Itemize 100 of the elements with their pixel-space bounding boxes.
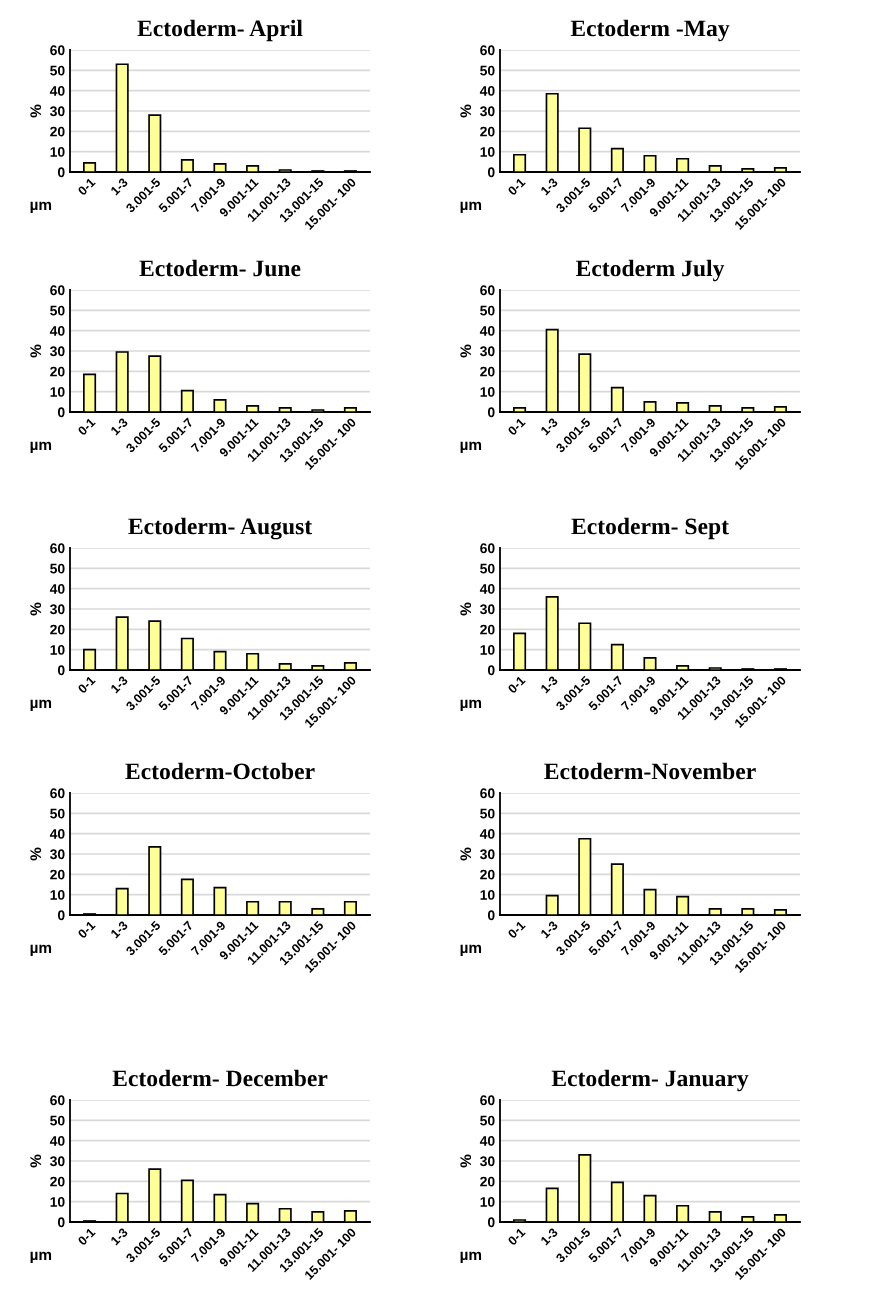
y-tick-label: 60	[480, 45, 495, 56]
x-tick-label: 1-3	[110, 1227, 129, 1246]
y-tick-label: 30	[480, 346, 495, 357]
y-axis-title: %	[30, 104, 42, 118]
y-tick-label: 30	[480, 604, 495, 615]
y-tick-label: 10	[480, 387, 495, 397]
y-tick-label: 40	[479, 1136, 495, 1146]
y-axis-title: %	[30, 1154, 42, 1168]
x-axis-title: µm	[460, 201, 482, 214]
chart-title: Ectoderm-November	[544, 762, 756, 780]
y-tick-label: 0	[57, 407, 65, 418]
y-tick-label: 10	[50, 387, 65, 397]
x-tick-label: 1-3	[110, 920, 129, 939]
y-tick-label: 60	[50, 45, 65, 56]
y-tick-label: 50	[480, 305, 495, 316]
x-axis-title: µm	[30, 944, 52, 957]
y-tick-label: 10	[50, 645, 65, 655]
y-tick-label: 20	[480, 869, 495, 880]
x-tick-label: 1-3	[540, 675, 559, 694]
y-axis-title: %	[30, 602, 42, 616]
y-tick-label: 40	[49, 829, 65, 839]
y-tick-label: 50	[50, 1115, 65, 1126]
y-tick-label: 0	[57, 665, 65, 676]
y-tick-label: 20	[50, 624, 65, 635]
x-tick-label: 1-3	[110, 177, 129, 196]
x-tick-label: 1-3	[540, 1227, 559, 1246]
chart-title: Ectoderm- August	[128, 517, 313, 540]
y-axis-title: %	[460, 602, 472, 616]
y-axis-title: %	[460, 847, 472, 861]
y-tick-label: 0	[487, 665, 495, 676]
x-tick-label: 0-1	[77, 920, 96, 939]
y-tick-label: 50	[50, 305, 65, 316]
y-tick-label: 50	[480, 65, 495, 76]
y-tick-label: 20	[50, 1176, 65, 1187]
x-tick-label: 0-1	[77, 1227, 96, 1246]
x-tick-label: 1-3	[540, 920, 559, 939]
y-tick-label: 10	[480, 147, 495, 157]
x-tick-label: 0-1	[507, 920, 526, 939]
y-tick-label: 20	[480, 1176, 495, 1187]
y-tick-label: 10	[480, 890, 495, 900]
y-tick-label: 30	[480, 1156, 495, 1167]
chart-title: Ectoderm-October	[125, 762, 315, 780]
y-tick-label: 60	[480, 788, 495, 799]
x-axis-title: µm	[30, 1251, 52, 1264]
y-axis-title: %	[460, 104, 472, 118]
chart-title: Ectoderm- January	[551, 1069, 749, 1092]
chart-title: Ectoderm July	[575, 259, 725, 282]
y-tick-label: 50	[480, 1115, 495, 1126]
y-tick-label: 40	[49, 584, 65, 594]
y-tick-label: 30	[480, 849, 495, 860]
y-tick-label: 30	[50, 346, 65, 357]
y-tick-label: 20	[480, 624, 495, 635]
x-tick-label: 0-1	[77, 417, 96, 436]
y-tick-label: 30	[50, 1156, 65, 1167]
x-tick-label: 0-1	[507, 675, 526, 694]
y-tick-label: 40	[49, 86, 65, 96]
y-tick-label: 40	[479, 584, 495, 594]
chart-title: Ectoderm -May	[570, 19, 730, 42]
x-axis-title: µm	[30, 201, 52, 214]
y-tick-label: 50	[50, 808, 65, 819]
x-axis-title: µm	[30, 441, 52, 454]
y-tick-label: 0	[487, 407, 495, 418]
x-axis-title: µm	[460, 441, 482, 454]
y-tick-label: 50	[480, 563, 495, 574]
x-tick-label: 1-3	[110, 417, 129, 436]
y-tick-label: 40	[49, 326, 65, 336]
x-tick-label: 1-3	[540, 417, 559, 436]
y-tick-label: 20	[480, 126, 495, 137]
x-tick-label: 0-1	[77, 177, 96, 196]
x-tick-label: 0-1	[507, 417, 526, 436]
y-tick-label: 60	[480, 285, 495, 296]
y-tick-label: 40	[479, 86, 495, 96]
y-tick-label: 0	[57, 910, 65, 921]
y-tick-label: 40	[49, 1136, 65, 1146]
y-tick-label: 10	[50, 147, 65, 157]
y-tick-label: 60	[480, 543, 495, 554]
y-tick-label: 60	[50, 788, 65, 799]
x-tick-label: 0-1	[77, 675, 96, 694]
y-axis-title: %	[30, 344, 42, 358]
y-axis-title: %	[30, 847, 42, 861]
y-tick-label: 10	[480, 645, 495, 655]
x-axis-title: µm	[460, 944, 482, 957]
y-tick-label: 0	[57, 1217, 65, 1228]
y-tick-label: 0	[487, 1217, 495, 1228]
y-tick-label: 50	[480, 808, 495, 819]
x-axis-title: µm	[460, 1251, 482, 1264]
x-axis-title: µm	[460, 699, 482, 712]
chart-title: Ectoderm- Sept	[571, 517, 729, 540]
y-tick-label: 30	[50, 604, 65, 615]
y-tick-label: 20	[50, 126, 65, 137]
y-tick-label: 60	[50, 1095, 65, 1106]
y-axis-title: %	[460, 1154, 472, 1168]
chart-title: Ectoderm- April	[137, 19, 303, 42]
y-tick-label: 60	[480, 1095, 495, 1106]
x-tick-label: 0-1	[507, 1227, 526, 1246]
y-tick-label: 50	[50, 563, 65, 574]
y-tick-label: 30	[50, 106, 65, 117]
y-tick-label: 0	[487, 167, 495, 178]
y-tick-label: 0	[57, 167, 65, 178]
y-tick-label: 20	[480, 366, 495, 377]
